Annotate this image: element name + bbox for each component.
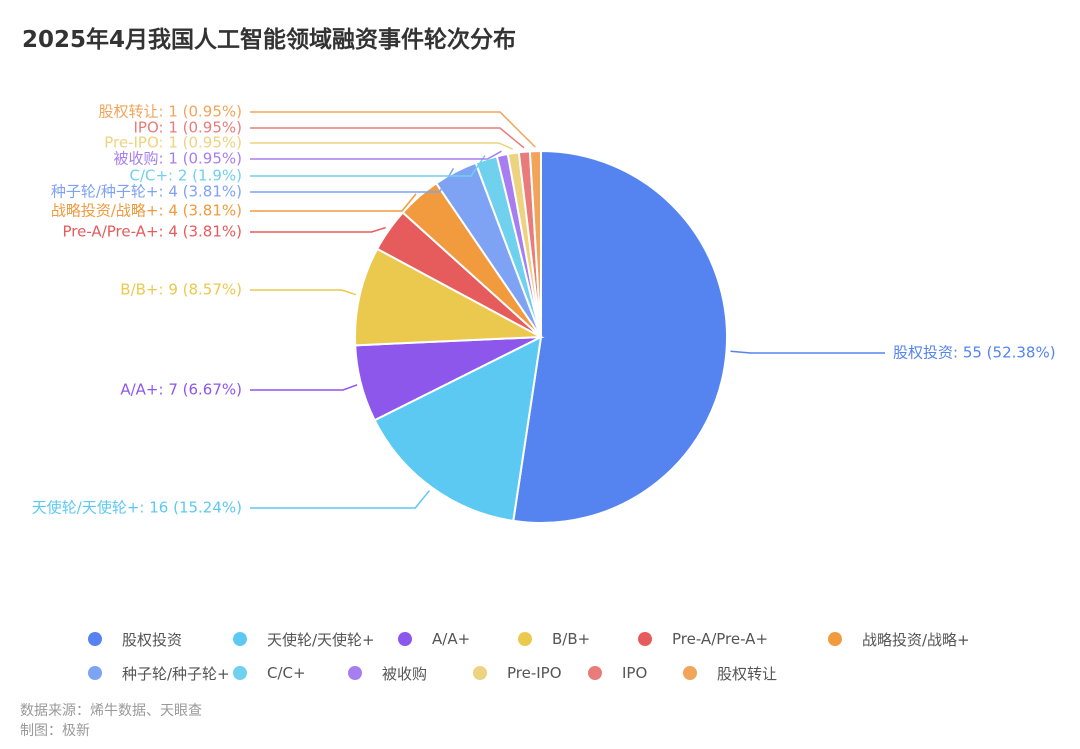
- chart-title: 2025年4月我国人工智能领域融资事件轮次分布: [22, 27, 517, 53]
- slice-label: 股权转让: 1 (0.95%): [99, 103, 243, 121]
- leader-line: [250, 193, 417, 212]
- legend-swatch-icon: [88, 666, 102, 680]
- legend-item[interactable]: Pre-IPO: [473, 664, 588, 682]
- leader-line: [250, 226, 386, 233]
- legend-label: Pre-A/Pre-A+: [672, 630, 769, 648]
- legend: 股权投资 天使轮/天使轮+ A/A+ B/B+ Pre-A/Pre-A+ 战略投资/战略+…: [88, 622, 1068, 690]
- leader-line: [730, 350, 885, 354]
- legend-label: IPO: [622, 664, 648, 682]
- legend-swatch-icon: [473, 666, 487, 680]
- slice-label: A/A+: 7 (6.67%): [120, 381, 242, 399]
- legend-item[interactable]: 天使轮/天使轮+: [233, 629, 398, 650]
- pie-slice: [354, 247, 545, 347]
- pie-slice: [528, 149, 542, 338]
- legend-item[interactable]: 种子轮/种子轮+: [88, 663, 233, 684]
- legend-swatch-icon: [638, 632, 652, 646]
- leader-line: [250, 111, 536, 148]
- legend-swatch-icon: [828, 632, 842, 646]
- slice-label: IPO: 1 (0.95%): [133, 119, 242, 137]
- legend-label: 股权投资: [122, 630, 183, 649]
- legend-label: 被收购: [382, 664, 428, 683]
- source-note: 数据来源：烯牛数据、天眼查 制图：极新: [20, 701, 202, 741]
- source-line: 数据来源：烯牛数据、天眼查: [20, 703, 202, 719]
- slice-label: 战略投资/战略+: 4 (3.81%): [51, 202, 242, 220]
- slice-label: Pre-A/Pre-A+: 4 (3.81%): [63, 223, 243, 241]
- leader-line: [250, 289, 357, 296]
- legend-label: B/B+: [552, 630, 591, 648]
- legend-item[interactable]: B/B+: [518, 630, 638, 648]
- legend-row: 股权投资 天使轮/天使轮+ A/A+ B/B+ Pre-A/Pre-A+ 战略投资/战略+: [88, 622, 1068, 656]
- leader-line: [250, 150, 502, 160]
- legend-item[interactable]: A/A+: [398, 630, 518, 648]
- slice-label: Pre-IPO: 1 (0.95%): [104, 134, 242, 152]
- legend-item[interactable]: C/C+: [233, 664, 348, 682]
- legend-swatch-icon: [233, 632, 247, 646]
- legend-swatch-icon: [233, 666, 247, 680]
- leader-line: [250, 142, 513, 150]
- slice-label: B/B+: 9 (8.57%): [120, 281, 242, 299]
- legend-label: 种子轮/种子轮+: [122, 664, 230, 683]
- pie-chart: 股权投资: 55 (52.38%) 天使轮/天使轮+: 16 (15.24%) A/…: [32, 103, 1056, 524]
- legend-item[interactable]: 被收购: [348, 663, 473, 684]
- slice-label: 种子轮/种子轮+: 4 (3.81%): [51, 183, 242, 201]
- legend-item[interactable]: 战略投资/战略+: [828, 629, 988, 650]
- leader-line: [250, 168, 455, 193]
- leader-line: [250, 154, 486, 177]
- legend-swatch-icon: [348, 666, 362, 680]
- legend-label: Pre-IPO: [507, 664, 562, 682]
- leader-line: [250, 490, 430, 509]
- legend-label: 股权转让: [717, 664, 778, 683]
- legend-swatch-icon: [398, 632, 412, 646]
- legend-item[interactable]: 股权转让: [683, 663, 803, 684]
- legend-row: 种子轮/种子轮+ C/C+ 被收购 Pre-IPO IPO 股权转让: [88, 656, 1068, 690]
- legend-swatch-icon: [88, 632, 102, 646]
- pie-slice: [373, 335, 543, 523]
- legend-label: A/A+: [432, 630, 471, 648]
- leader-line: [250, 127, 525, 149]
- legend-label: 战略投资/战略+: [862, 630, 970, 649]
- pie-slice: [512, 149, 729, 524]
- credit-line: 制图：极新: [20, 723, 90, 739]
- legend-swatch-icon: [683, 666, 697, 680]
- slice-label: 天使轮/天使轮+: 16 (15.24%): [32, 499, 242, 517]
- legend-item[interactable]: IPO: [588, 664, 683, 682]
- slice-label: C/C+: 2 (1.9%): [129, 167, 242, 185]
- leader-line: [250, 384, 358, 391]
- legend-item[interactable]: 股权投资: [88, 629, 233, 650]
- slice-label: 股权投资: 55 (52.38%): [893, 344, 1056, 362]
- legend-swatch-icon: [588, 666, 602, 680]
- legend-item[interactable]: Pre-A/Pre-A+: [638, 630, 828, 648]
- legend-label: C/C+: [267, 664, 306, 682]
- slice-label: 被收购: 1 (0.95%): [114, 150, 243, 168]
- legend-label: 天使轮/天使轮+: [267, 630, 375, 649]
- legend-swatch-icon: [518, 632, 532, 646]
